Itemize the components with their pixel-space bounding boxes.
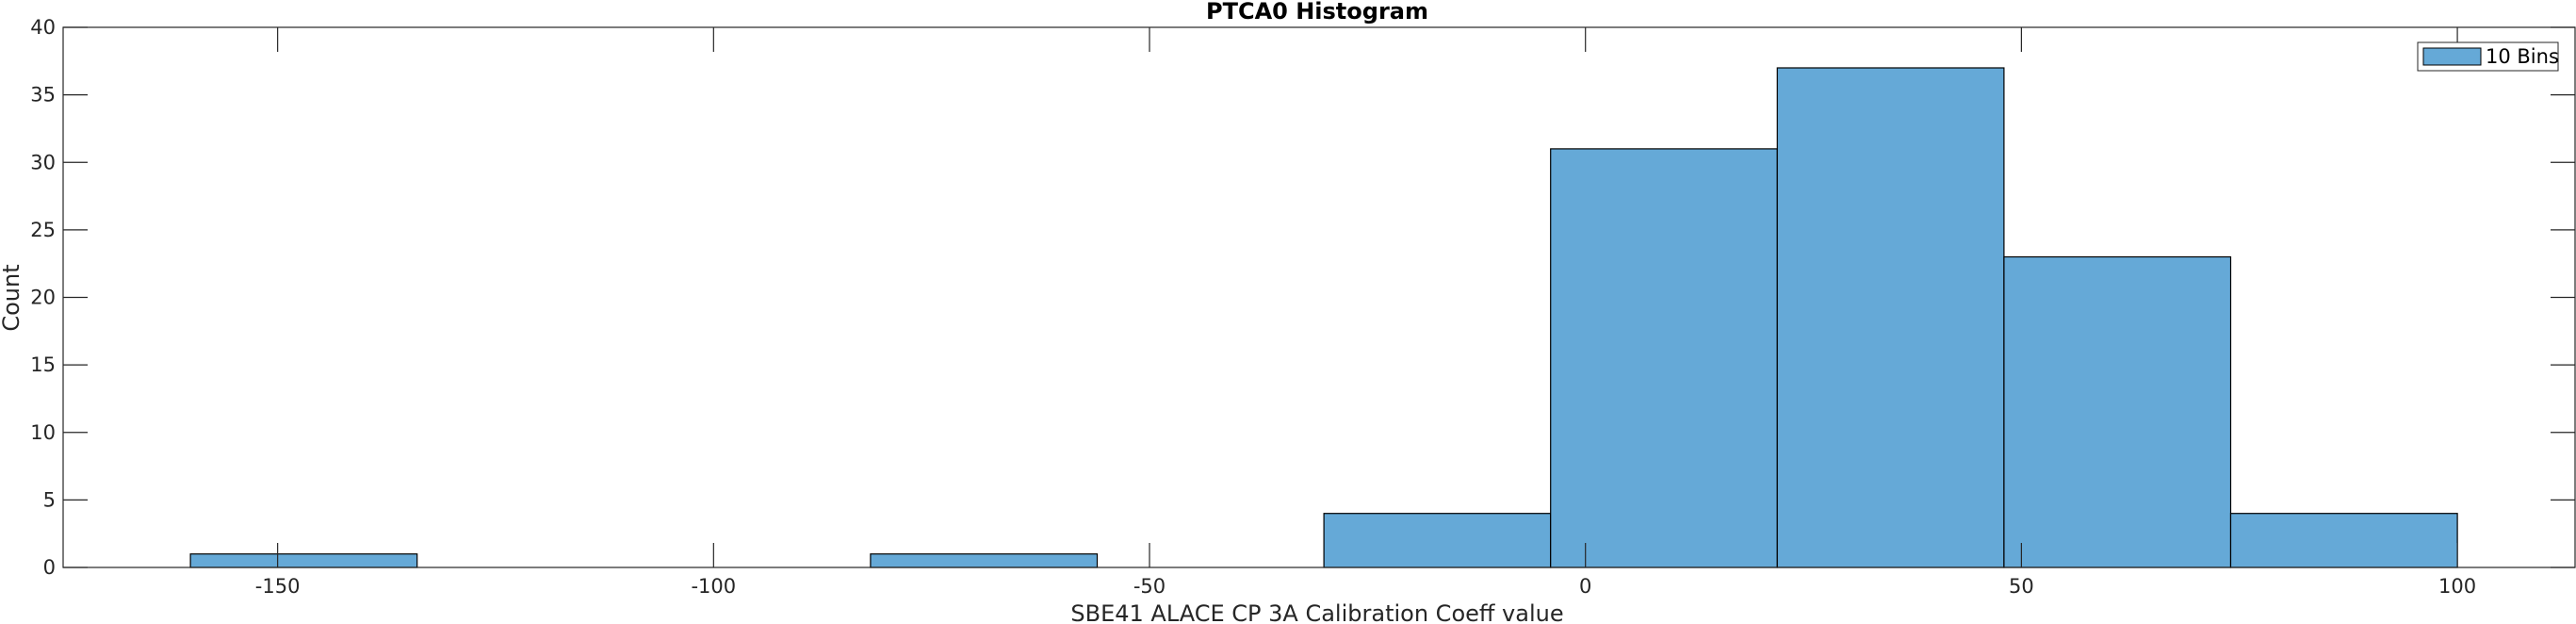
bars-group: [189, 67, 2458, 568]
histogram-bar: [1550, 148, 1778, 568]
histogram-bar: [1776, 67, 2005, 568]
axes-group: -150 -100 -50 0 50 100 0 5 10 15 20 25 30 35 40: [30, 16, 2576, 598]
x-axis-label: SBE41 ALACE CP 3A Calibration Coeff valu…: [1070, 600, 1563, 624]
legend-label: 10 Bins: [2486, 45, 2559, 68]
y-tick-label: 5: [43, 488, 56, 511]
x-tick-label: 50: [2009, 575, 2034, 598]
x-tick-label: 100: [2438, 575, 2476, 598]
y-tick-label: 25: [30, 219, 56, 241]
histogram-bar: [1323, 513, 1552, 568]
histogram-bar: [870, 553, 1099, 568]
histogram-bar: [2229, 513, 2458, 568]
chart-title: PTCA0 Histogram: [1206, 0, 1428, 25]
legend: 10 Bins: [2417, 41, 2559, 72]
x-tick-label: -100: [691, 575, 736, 598]
histogram-bar: [189, 553, 418, 568]
y-axis-label: Count: [0, 264, 24, 331]
histogram-bar: [2003, 255, 2232, 568]
x-tick-label: 0: [1579, 575, 1591, 598]
y-tick-label: 10: [30, 421, 56, 444]
y-tick-label: 40: [30, 16, 56, 39]
x-tick-label: -50: [1133, 575, 1166, 598]
y-tick-label: 15: [30, 353, 56, 376]
y-tick-label: 20: [30, 287, 56, 309]
legend-swatch: [2422, 47, 2482, 66]
y-tick-label: 35: [30, 84, 56, 107]
y-tick-label: 30: [30, 151, 56, 173]
x-tick-label: -150: [255, 575, 301, 598]
y-tick-label: 0: [43, 556, 56, 579]
